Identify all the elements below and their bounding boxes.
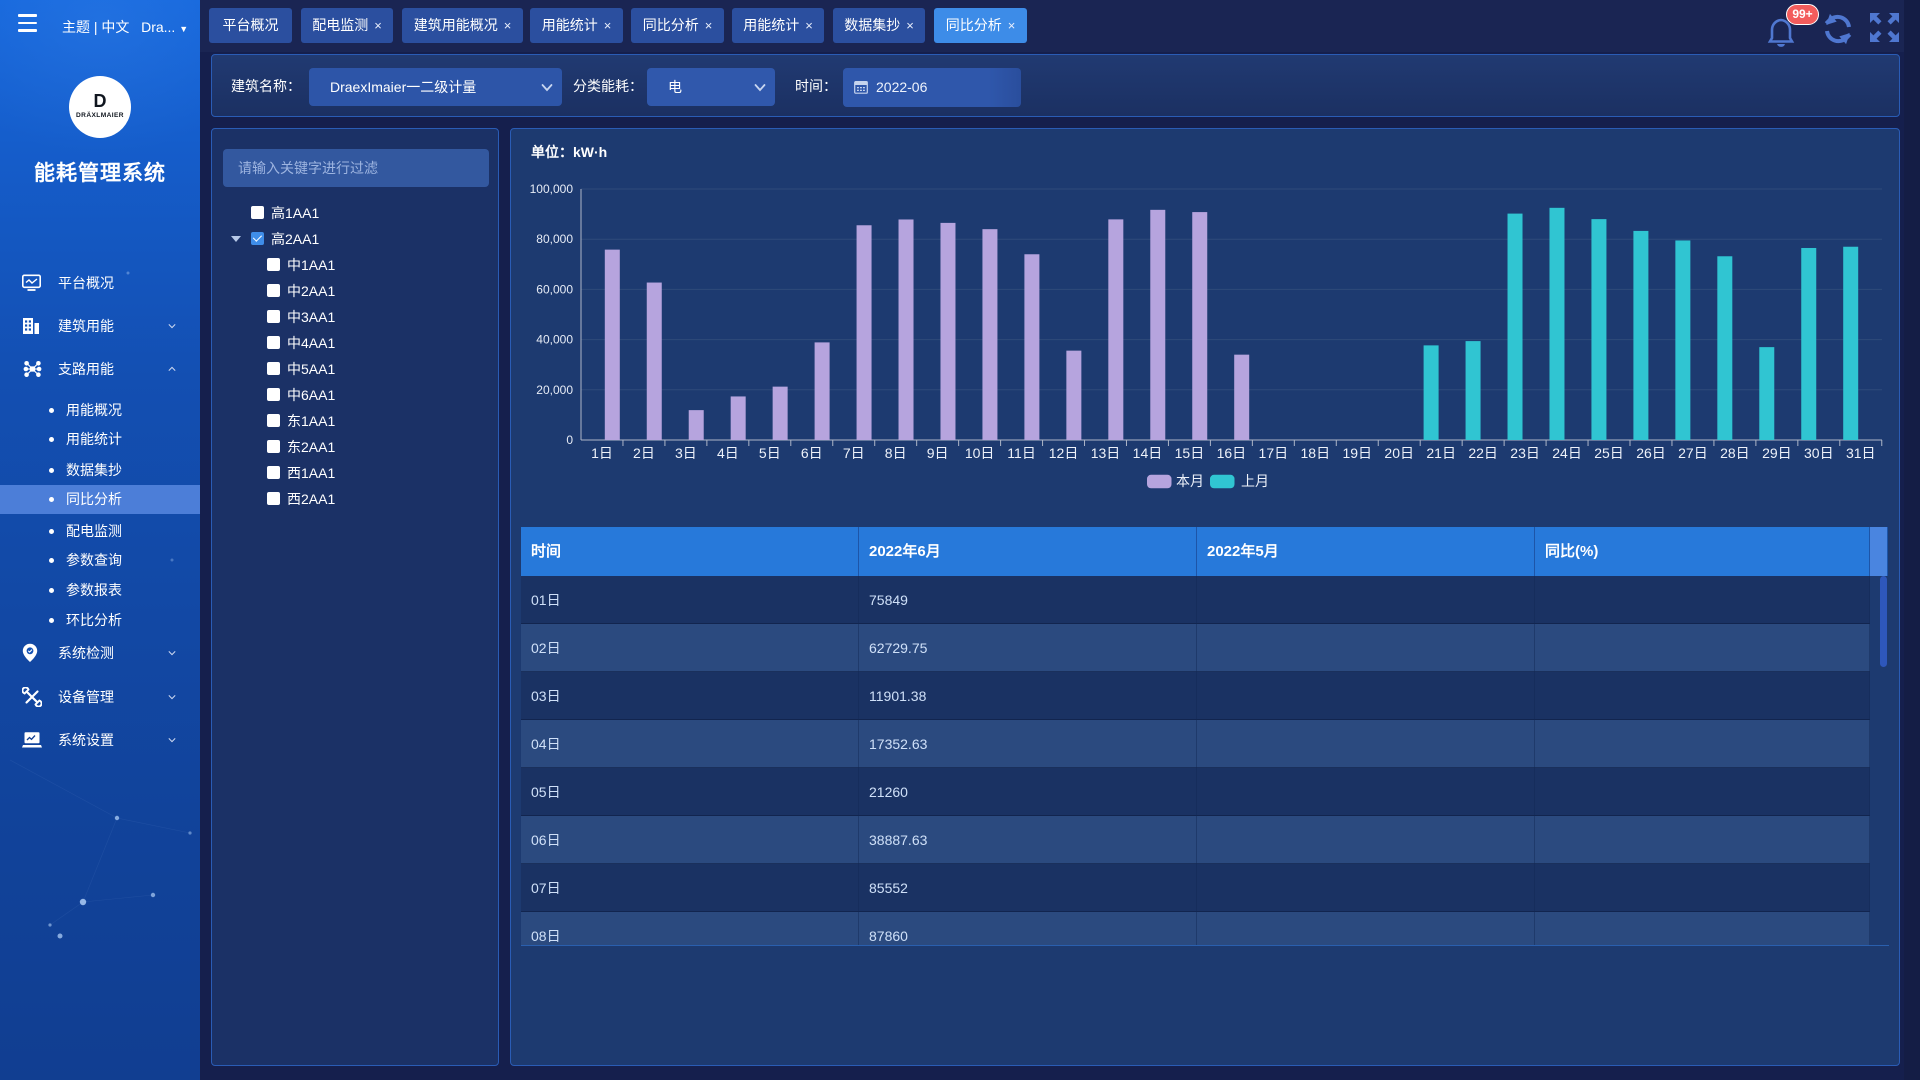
svg-text:24日: 24日 [1552,445,1582,461]
svg-text:28日: 28日 [1720,445,1750,461]
svg-text:1日: 1日 [591,445,613,461]
svg-text:0: 0 [566,433,573,447]
svg-text:20日: 20日 [1384,445,1414,461]
svg-text:7日: 7日 [843,445,865,461]
svg-text:4日: 4日 [717,445,739,461]
svg-text:22日: 22日 [1468,445,1498,461]
svg-text:20,000: 20,000 [536,383,573,397]
svg-text:17日: 17日 [1259,445,1289,461]
svg-text:14日: 14日 [1133,445,1163,461]
svg-text:9日: 9日 [927,445,949,461]
svg-text:21日: 21日 [1426,445,1456,461]
svg-text:19日: 19日 [1342,445,1372,461]
svg-text:6日: 6日 [801,445,823,461]
svg-text:18日: 18日 [1301,445,1331,461]
svg-text:12日: 12日 [1049,445,1079,461]
svg-text:上月: 上月 [1241,473,1269,489]
svg-text:8日: 8日 [885,445,907,461]
svg-text:5日: 5日 [759,445,781,461]
svg-text:100,000: 100,000 [530,182,574,196]
svg-text:16日: 16日 [1217,445,1247,461]
svg-text:13日: 13日 [1091,445,1121,461]
svg-text:26日: 26日 [1636,445,1666,461]
svg-text:10日: 10日 [965,445,995,461]
svg-text:30日: 30日 [1804,445,1834,461]
svg-text:27日: 27日 [1678,445,1708,461]
svg-text:31日: 31日 [1846,445,1876,461]
svg-text:3日: 3日 [675,445,697,461]
svg-text:40,000: 40,000 [536,333,573,347]
svg-text:11日: 11日 [1007,445,1036,461]
svg-text:23日: 23日 [1510,445,1540,461]
svg-text:本月: 本月 [1176,473,1204,489]
svg-text:29日: 29日 [1762,445,1792,461]
svg-text:15日: 15日 [1175,445,1205,461]
svg-text:25日: 25日 [1594,445,1624,461]
svg-text:60,000: 60,000 [536,282,573,296]
svg-text:80,000: 80,000 [536,232,573,246]
svg-text:2日: 2日 [633,445,655,461]
